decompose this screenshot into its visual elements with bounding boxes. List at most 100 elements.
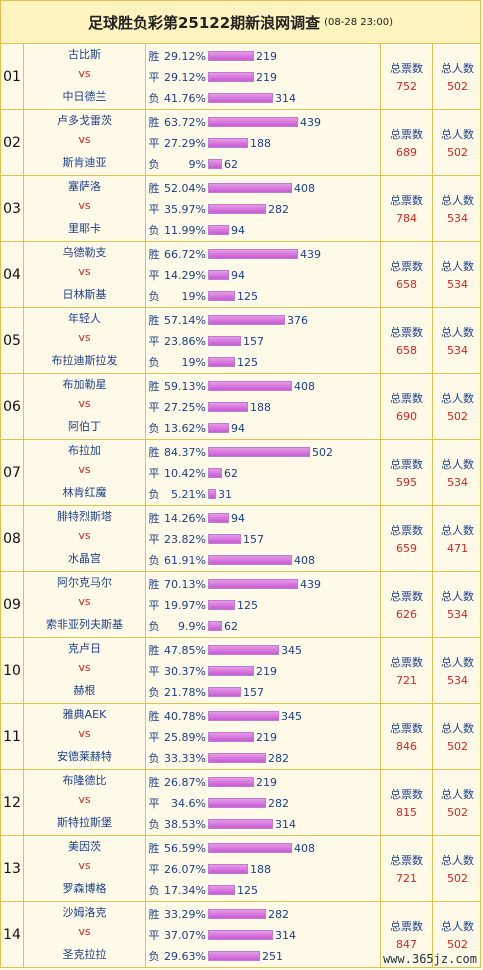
vs-label: vs [78,463,91,476]
total-tickets-value: 752 [396,80,417,93]
win-vote-line: 胜 70.13% 439 [146,574,380,594]
away-team[interactable]: 日林斯基 [62,288,107,301]
total-people-value: 502 [447,740,468,753]
away-team[interactable]: 中日德兰 [62,90,107,103]
win-percent: 52.04% [164,181,206,195]
lose-count: 62 [224,619,238,633]
home-team[interactable]: 阿尔克马尔 [57,576,112,589]
home-team[interactable]: 年轻人 [68,312,101,325]
vs-label: vs [78,133,91,146]
lose-vote-line: 负 33.33% 282 [146,748,380,768]
lose-count: 251 [262,949,283,963]
away-team[interactable]: 赫根 [73,684,96,697]
home-team[interactable]: 塞萨洛 [68,180,101,193]
match-row: 09 阿尔克马尔 vs 索非亚列夫斯基 胜 70.13% 439 平 19.97% 125 负 9.9… [0,572,481,638]
match-row: 14 沙姆洛克 vs 圣克拉拉 胜 33.29% 282 平 37.07% 314 负 29.63% 2… [0,902,481,968]
away-team[interactable]: 罗森博格 [62,882,107,895]
total-people-value: 534 [447,608,468,621]
total-tickets-value: 847 [396,938,417,951]
away-team[interactable]: 水晶宫 [68,552,101,565]
lose-vote-line: 负 29.63% 251 [146,946,380,966]
away-team[interactable]: 里耶卡 [68,222,101,235]
away-team[interactable]: 斯特拉斯堡 [57,816,112,829]
match-row: 06 布加勒星 vs 阿伯丁 胜 59.13% 408 平 27.25% 188 负 13.62% 94… [0,374,481,440]
total-tickets-value: 846 [396,740,417,753]
match-number: 03 [1,176,24,241]
total-people: 总人数 502 [432,770,483,835]
total-people-label: 总人数 [441,392,474,405]
match-row: 07 布拉加 vs 林肯红魔 胜 84.37% 502 平 10.42% 62 负 5.21% 31 总票… [0,440,481,506]
match-teams: 卢多戈雷茨 vs 斯肯迪亚 [24,110,146,175]
total-people-label: 总人数 [441,722,474,735]
home-team[interactable]: 乌德勒支 [62,246,107,259]
draw-label: 平 [148,269,160,282]
total-tickets: 总票数 721 [381,638,433,703]
win-bar [208,183,292,193]
home-team[interactable]: 卢多戈雷茨 [57,114,112,127]
match-teams: 布加勒星 vs 阿伯丁 [24,374,146,439]
home-team[interactable]: 克卢日 [68,642,101,655]
total-tickets-value: 690 [396,410,417,423]
match-row: 02 卢多戈雷茨 vs 斯肯迪亚 胜 63.72% 439 平 27.29% 188 负 9% 62 总票… [0,110,481,176]
lose-bar [208,357,235,367]
win-count: 439 [300,247,321,261]
lose-bar [208,159,222,169]
lose-count: 125 [237,883,258,897]
win-label: 胜 [148,446,160,459]
match-teams: 雅典AEK vs 安德莱赫特 [24,704,146,769]
lose-count: 125 [237,355,258,369]
away-team[interactable]: 索非亚列夫斯基 [46,618,123,631]
home-team[interactable]: 布拉加 [68,444,101,457]
win-percent: 59.13% [164,379,206,393]
draw-bar [208,468,222,478]
lose-percent: 9.9% [178,619,206,633]
total-tickets-value: 721 [396,872,417,885]
draw-bar [208,600,235,610]
home-team[interactable]: 布隆德比 [62,774,107,787]
lose-percent: 19% [181,289,206,303]
win-count: 219 [256,775,277,789]
home-team[interactable]: 沙姆洛克 [62,906,107,919]
match-teams: 阿尔克马尔 vs 索非亚列夫斯基 [24,572,146,637]
match-number: 13 [1,836,24,901]
win-bar [208,843,292,853]
vs-label: vs [78,199,91,212]
win-percent: 33.29% [164,907,206,921]
win-label: 胜 [148,908,160,921]
vote-bars: 胜 14.26% 94 平 23.82% 157 负 61.91% 408 [146,506,381,571]
away-team[interactable]: 安德莱赫特 [57,750,112,763]
draw-percent: 23.82% [164,532,206,546]
lose-vote-line: 负 13.62% 94 [146,418,380,438]
match-number: 07 [1,440,24,505]
away-team[interactable]: 阿伯丁 [68,420,101,433]
match-row: 08 腓特烈斯塔 vs 水晶宫 胜 14.26% 94 平 23.82% 157 负 61.91% 40… [0,506,481,572]
win-vote-line: 胜 59.13% 408 [146,376,380,396]
home-team[interactable]: 古比斯 [68,48,101,61]
lose-percent: 41.76% [164,91,206,105]
home-team[interactable]: 布加勒星 [62,378,107,391]
total-people-value: 534 [447,344,468,357]
total-people: 总人数 534 [432,638,483,703]
away-team[interactable]: 布拉迪斯拉发 [51,354,118,367]
win-vote-line: 胜 33.29% 282 [146,904,380,924]
away-team[interactable]: 斯肯迪亚 [62,156,107,169]
lose-vote-line: 负 19% 125 [146,286,380,306]
draw-count: 282 [268,202,289,216]
total-tickets: 总票数 721 [381,836,433,901]
win-label: 胜 [148,380,160,393]
total-people: 总人数 502 [432,704,483,769]
draw-percent: 14.29% [164,268,206,282]
match-teams: 布拉加 vs 林肯红魔 [24,440,146,505]
home-team[interactable]: 腓特烈斯塔 [57,510,112,523]
vs-label: vs [78,793,91,806]
match-number: 08 [1,506,24,571]
win-count: 345 [281,643,302,657]
away-team[interactable]: 圣克拉拉 [62,948,107,961]
away-team[interactable]: 林肯红魔 [62,486,107,499]
draw-bar [208,270,229,280]
total-people-value: 534 [447,674,468,687]
total-people-label: 总人数 [441,194,474,207]
home-team[interactable]: 雅典AEK [62,708,107,721]
draw-label: 平 [148,863,160,876]
home-team[interactable]: 美因茨 [68,840,101,853]
